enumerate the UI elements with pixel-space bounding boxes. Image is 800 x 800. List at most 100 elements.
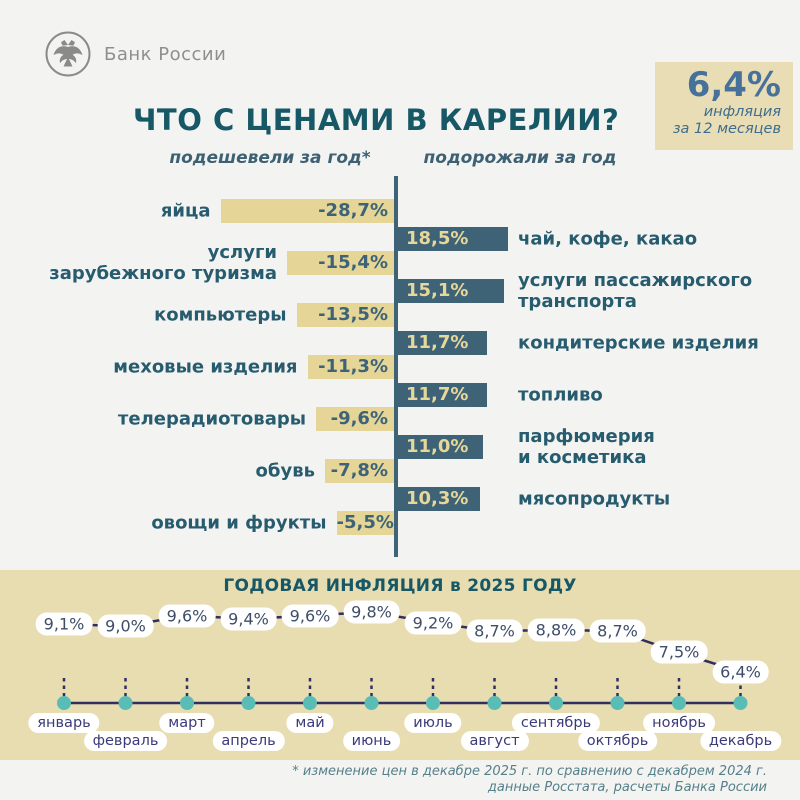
decrease-bar: -15,4% — [287, 251, 394, 275]
bar-value-label: 11,7% — [406, 332, 469, 353]
value-pill: 8,7% — [589, 619, 646, 643]
value-pill: 9,0% — [97, 614, 154, 638]
inflation-badge: 6,4% инфляция за 12 месяцев — [655, 62, 793, 150]
month-dot — [610, 696, 625, 710]
decrease-bar: -7,8% — [325, 459, 394, 483]
month-pill: январь — [28, 713, 100, 733]
category-label-line: телерадиотовары — [117, 408, 306, 430]
inflation-badge-value: 6,4% — [686, 65, 781, 105]
bar-value-label: 11,0% — [406, 436, 469, 457]
category-label-line: овощи и фрукты — [151, 512, 327, 534]
month-pill: август — [460, 731, 529, 751]
bar-value-label: 11,7% — [406, 384, 469, 405]
category-label: меховые изделия — [113, 357, 297, 378]
category-label-line: меховые изделия — [113, 356, 298, 378]
category-label: мясопродукты — [518, 489, 670, 510]
value-pill: 9,2% — [404, 611, 462, 635]
value-pill: 9,6% — [158, 604, 216, 628]
category-label: парфюмерия и косметика — [518, 426, 655, 468]
category-label-line: мясопродукты — [518, 488, 671, 510]
bar-value-label: -7,8% — [330, 460, 388, 481]
footnote-line2: данные Росстата, расчеты Банка России — [487, 780, 767, 795]
category-label-line: яйца — [160, 200, 211, 222]
month-dot — [180, 696, 194, 710]
value-pill: 9,4% — [220, 607, 277, 631]
category-label: овощи и фрукты — [151, 513, 326, 534]
month-pill: июль — [404, 713, 462, 733]
month-pill: декабрь — [699, 731, 782, 751]
category-label: топливо — [518, 385, 603, 406]
category-label-line: зарубежного туризма — [49, 263, 277, 284]
value-pill: 9,1% — [35, 612, 93, 636]
month-dot — [241, 696, 256, 710]
value-pill: 6,4% — [712, 660, 769, 684]
bank-logo: Банк России — [44, 30, 226, 78]
category-label: услуги зарубежного туризма — [49, 242, 277, 284]
value-pill: 9,8% — [343, 600, 400, 624]
decrease-bar: -5,5% — [336, 511, 394, 535]
category-label-line: чай, кофе, какао — [518, 228, 698, 250]
category-label-line: кондитерские изделия — [518, 332, 759, 354]
month-dot — [118, 696, 133, 710]
month-dot — [487, 696, 502, 710]
bank-eagle-icon — [45, 31, 91, 77]
category-label: яйца — [161, 201, 211, 222]
category-label-line: услуги — [207, 242, 277, 263]
month-pill: ноябрь — [643, 713, 715, 733]
bar-value-label: -15,4% — [318, 252, 388, 273]
value-pill: 7,5% — [650, 640, 708, 664]
month-pill: май — [286, 713, 334, 733]
month-dot — [733, 696, 748, 710]
month-dot — [57, 696, 71, 710]
increase-bar: 15,1% — [398, 279, 504, 303]
bar-value-label: -5,5% — [336, 512, 394, 533]
category-label: услуги пассажирского транспорта — [518, 270, 752, 312]
bank-name-label: Банк России — [104, 43, 227, 65]
price-change-bar-chart: -28,7% яйца -15,4% услуги зарубежного туризм… — [49, 176, 759, 557]
decrease-bar: -28,7% — [220, 199, 394, 223]
increase-bar: 18,5% — [398, 227, 508, 251]
month-pill: октябрь — [577, 731, 658, 751]
bar-value-label: -11,3% — [318, 356, 388, 377]
annual-inflation-band: ГОДОВАЯ ИНФЛЯЦИЯ в 2025 ГОДУ 9,1% 9,0% 9,6… — [0, 570, 800, 760]
increase-bar: 11,7% — [398, 331, 487, 355]
value-pill: 9,6% — [281, 604, 339, 628]
month-pill: апрель — [212, 731, 285, 751]
category-label-line: парфюмерия — [518, 426, 655, 447]
value-pill: 8,7% — [466, 619, 523, 643]
category-label: телерадиотовары — [118, 409, 306, 430]
decreased-column-header: подешевели за год* — [169, 148, 371, 168]
category-label-line: компьютеры — [154, 304, 287, 326]
month-pill: март — [159, 713, 215, 733]
category-label: чай, кофе, какао — [518, 229, 697, 250]
category-label: компьютеры — [154, 305, 286, 326]
inflation-badge-caption-line2: за 12 месяцев — [672, 121, 781, 137]
decrease-bar: -13,5% — [296, 303, 394, 327]
month-dot — [303, 696, 317, 710]
month-dot — [364, 696, 379, 710]
increase-bar: 11,7% — [398, 383, 487, 407]
page-title: ЧТО С ЦЕНАМИ В КАРЕЛИИ? — [133, 103, 620, 138]
footnote: * изменение цен в декабре 2025 г. по сра… — [292, 764, 767, 796]
decrease-bar: -11,3% — [307, 355, 394, 379]
footnote-line1: * изменение цен в декабре 2025 г. по сра… — [292, 764, 767, 779]
category-label: кондитерские изделия — [518, 333, 759, 354]
inflation-badge-caption-line1: инфляция — [703, 104, 781, 120]
bar-value-label: -13,5% — [318, 304, 388, 325]
category-label-line: обувь — [255, 460, 315, 482]
category-label: обувь — [256, 461, 315, 482]
month-pill: сентябрь — [511, 713, 601, 733]
month-dot — [426, 696, 440, 710]
value-pill: 8,8% — [527, 618, 585, 642]
category-label-line: услуги пассажирского — [518, 270, 753, 291]
bar-value-label: -28,7% — [318, 200, 388, 221]
chart-axis-divider — [394, 176, 398, 557]
month-dot — [672, 696, 686, 710]
month-pill: июнь — [342, 731, 401, 751]
increased-column-header: подорожали за год — [423, 148, 617, 168]
bar-value-label: 18,5% — [406, 228, 469, 249]
category-label-line: и косметика — [518, 447, 647, 468]
category-label-line: топливо — [518, 384, 603, 406]
line-chart-title: ГОДОВАЯ ИНФЛЯЦИЯ в 2025 ГОДУ — [223, 576, 577, 596]
